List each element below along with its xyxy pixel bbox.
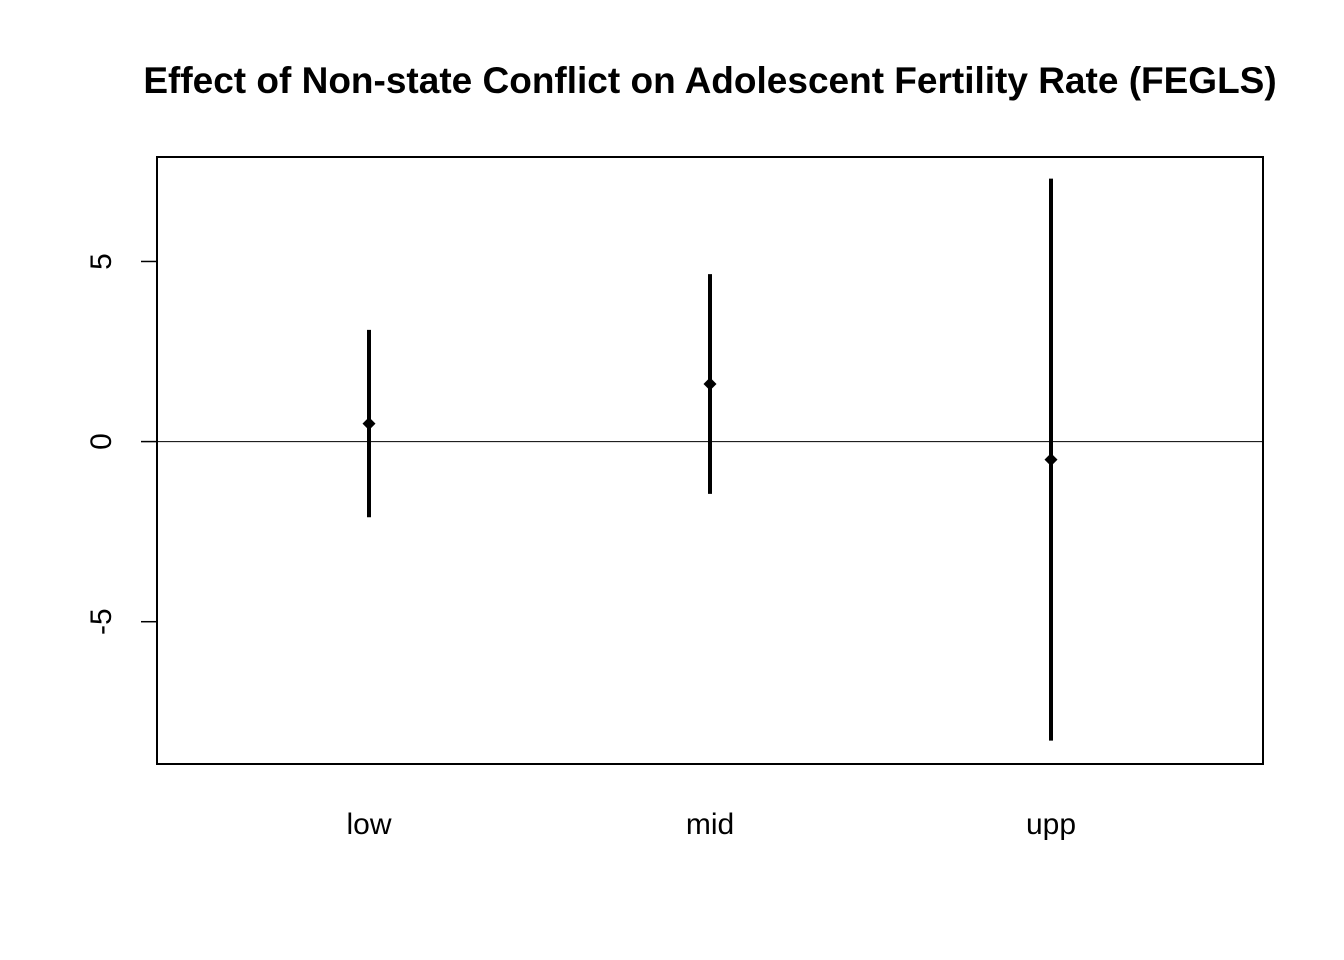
point-estimate [1044, 453, 1058, 467]
chart-title: Effect of Non-state Conflict on Adolesce… [143, 60, 1276, 101]
point-estimate [703, 377, 717, 391]
y-tick-label: 0 [85, 433, 118, 450]
point-estimate [362, 417, 376, 431]
x-tick-label: upp [1026, 808, 1076, 841]
y-axis: -5 0 5 [85, 253, 157, 635]
x-axis: low mid upp [346, 808, 1076, 841]
y-tick-label: 5 [85, 253, 118, 270]
y-tick-label: -5 [85, 608, 118, 635]
plot-frame [156, 156, 1264, 765]
x-tick-label: mid [686, 808, 734, 841]
error-bar-marks [362, 178, 1058, 741]
x-tick-label: low [346, 808, 391, 841]
